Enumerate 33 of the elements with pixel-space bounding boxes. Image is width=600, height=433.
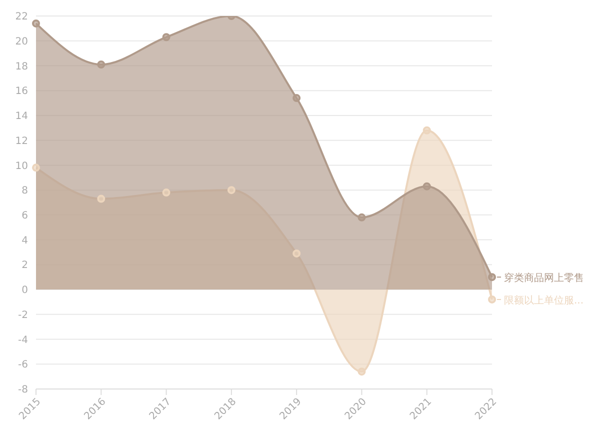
y-tick-label: 10 — [15, 160, 28, 172]
legend-label: 穿类商品网上零售 — [504, 272, 584, 284]
point — [32, 19, 40, 28]
y-tick-label: 20 — [15, 36, 28, 48]
y-tick-label: 22 — [15, 12, 28, 23]
y-tick-label: 16 — [15, 86, 28, 98]
y-tick-label: 18 — [15, 61, 28, 72]
point — [97, 60, 106, 68]
point — [32, 164, 40, 172]
y-tick-label: 12 — [15, 136, 28, 147]
point — [488, 295, 496, 304]
point — [227, 186, 236, 194]
y-tick-label: -4 — [18, 334, 28, 346]
point — [358, 213, 366, 222]
point — [162, 188, 170, 197]
y-tick-label: -6 — [18, 360, 28, 371]
y-tick-label: -8 — [18, 384, 28, 396]
point — [422, 126, 431, 134]
y-tick-label: -2 — [18, 310, 28, 321]
point — [97, 194, 106, 203]
legend-label: 限额以上单位服... — [504, 294, 584, 306]
point — [358, 368, 366, 376]
y-tick-label: 14 — [15, 111, 28, 122]
y-tick-label: 8 — [22, 186, 28, 197]
point — [422, 182, 431, 190]
point — [292, 94, 301, 102]
y-tick-label: 2 — [22, 260, 28, 272]
point — [292, 249, 301, 258]
point — [488, 273, 496, 282]
y-tick-label: 6 — [22, 210, 28, 222]
y-tick-label: 0 — [22, 285, 28, 296]
point — [162, 33, 170, 42]
y-tick-label: 4 — [22, 235, 28, 246]
